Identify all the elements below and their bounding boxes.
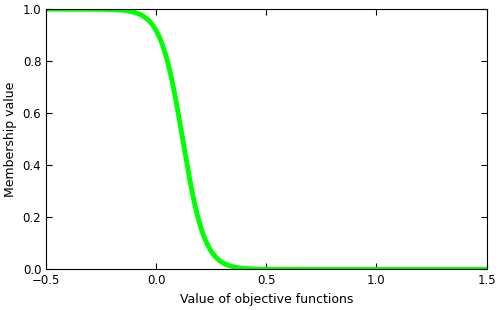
Y-axis label: Membership value: Membership value	[4, 82, 17, 197]
X-axis label: Value of objective functions: Value of objective functions	[180, 293, 353, 306]
